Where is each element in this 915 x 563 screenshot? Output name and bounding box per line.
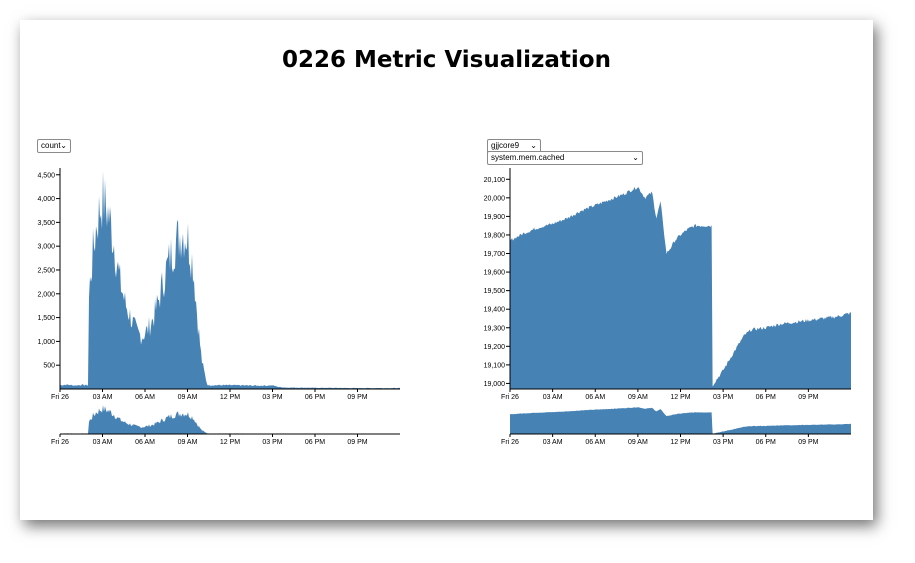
series-area-1 xyxy=(510,186,851,389)
brush-area-1[interactable] xyxy=(510,407,851,434)
brush-x-tick-label-0-3: 09 AM xyxy=(178,439,198,446)
chevron-down-icon: ⌄ xyxy=(60,141,67,150)
brush-x-tick-label-1-4: 12 PM xyxy=(670,439,690,446)
y-tick-label-1-11: 20,100 xyxy=(484,177,506,184)
x-tick-label-0-0: Fri 26 xyxy=(51,394,69,401)
x-tick-label-1-6: 06 PM xyxy=(756,394,776,401)
x-tick-label-1-2: 06 AM xyxy=(585,394,605,401)
y-tick-label-1-7: 19,700 xyxy=(484,251,506,258)
y-tick-label-0-0: 500 xyxy=(43,363,55,370)
host-select-value: gjjcore9 xyxy=(491,141,520,150)
y-tick-label-0-7: 4,000 xyxy=(37,196,55,203)
y-tick-label-0-5: 3,000 xyxy=(37,244,55,251)
metric-select[interactable]: system.mem.cached ⌄ xyxy=(487,151,643,165)
aggregation-select[interactable]: count ⌄ xyxy=(37,139,71,153)
chevron-down-icon: ⌄ xyxy=(632,153,639,162)
x-tick-label-0-1: 03 AM xyxy=(93,394,113,401)
y-tick-label-0-8: 4,500 xyxy=(37,172,55,179)
x-tick-label-0-3: 09 AM xyxy=(178,394,198,401)
brush-area-0[interactable] xyxy=(60,405,400,434)
y-tick-label-1-8: 19,800 xyxy=(484,232,506,239)
brush-x-tick-label-1-3: 09 AM xyxy=(628,439,648,446)
x-tick-label-0-2: 06 AM xyxy=(135,394,155,401)
y-tick-label-1-1: 19,100 xyxy=(484,362,506,369)
y-tick-label-0-6: 3,500 xyxy=(37,220,55,227)
x-tick-label-1-0: Fri 26 xyxy=(501,394,519,401)
x-tick-label-1-5: 03 PM xyxy=(713,394,733,401)
x-tick-label-1-4: 12 PM xyxy=(670,394,690,401)
brush-x-tick-label-0-5: 03 PM xyxy=(262,439,282,446)
series-area-0 xyxy=(60,170,400,389)
y-tick-label-0-1: 1,000 xyxy=(37,339,55,346)
y-tick-label-0-4: 2,500 xyxy=(37,267,55,274)
visualization-card: 0226 Metric Visualization count ⌄ gjjcor… xyxy=(20,20,873,520)
brush-x-tick-label-1-7: 09 PM xyxy=(798,439,818,446)
aggregation-select-value: count xyxy=(41,141,61,150)
chevron-down-icon: ⌄ xyxy=(530,141,537,150)
brush-x-tick-label-0-6: 06 PM xyxy=(305,439,325,446)
y-tick-label-1-0: 19,000 xyxy=(484,381,506,388)
brush-x-tick-label-0-0: Fri 26 xyxy=(51,439,69,446)
x-tick-label-0-7: 09 PM xyxy=(347,394,367,401)
x-tick-label-1-1: 03 AM xyxy=(543,394,563,401)
brush-x-tick-label-0-4: 12 PM xyxy=(220,439,240,446)
brush-x-tick-label-1-0: Fri 26 xyxy=(501,439,519,446)
y-tick-label-1-10: 20,000 xyxy=(484,195,506,202)
left-chart: 500 1,000 1,500 2,000 2,500 3,000 3,500 4,000 4,… xyxy=(37,168,400,446)
y-tick-label-1-4: 19,400 xyxy=(484,307,506,314)
y-tick-label-1-3: 19,300 xyxy=(484,325,506,332)
brush-x-tick-label-0-1: 03 AM xyxy=(93,439,113,446)
brush-x-tick-label-1-6: 06 PM xyxy=(756,439,776,446)
y-tick-label-1-5: 19,500 xyxy=(484,288,506,295)
right-chart: 19,000 19,100 19,200 19,300 19,400 19,500 19,6… xyxy=(484,168,851,446)
brush-x-tick-label-1-1: 03 AM xyxy=(543,439,563,446)
brush-x-tick-label-1-2: 06 AM xyxy=(585,439,605,446)
page-title: 0226 Metric Visualization xyxy=(282,47,611,73)
x-tick-label-1-7: 09 PM xyxy=(798,394,818,401)
metric-select-value: system.mem.cached xyxy=(491,153,565,162)
y-tick-label-1-2: 19,200 xyxy=(484,344,506,351)
x-tick-label-0-4: 12 PM xyxy=(220,394,240,401)
y-tick-label-0-3: 2,000 xyxy=(37,291,55,298)
x-tick-label-0-5: 03 PM xyxy=(262,394,282,401)
x-tick-label-1-3: 09 AM xyxy=(628,394,648,401)
x-tick-label-0-6: 06 PM xyxy=(305,394,325,401)
y-tick-label-1-9: 19,900 xyxy=(484,214,506,221)
y-tick-label-0-2: 1,500 xyxy=(37,315,55,322)
brush-x-tick-label-1-5: 03 PM xyxy=(713,439,733,446)
brush-x-tick-label-0-2: 06 AM xyxy=(135,439,155,446)
brush-x-tick-label-0-7: 09 PM xyxy=(347,439,367,446)
y-tick-label-1-6: 19,600 xyxy=(484,270,506,277)
